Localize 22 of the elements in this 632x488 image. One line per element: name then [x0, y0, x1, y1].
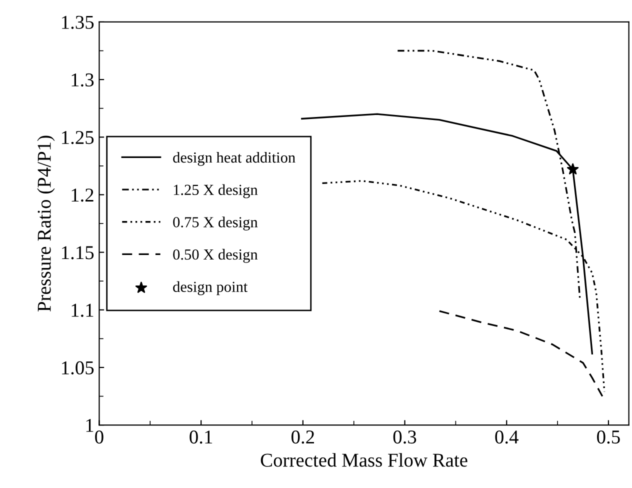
x-tick-label: 0.2: [292, 430, 314, 444]
legend-label: design point: [173, 281, 248, 296]
x-tick-label: 0.4: [495, 430, 518, 444]
y-tick-label: 1.3: [72, 73, 94, 87]
y-tick-label: 1.25: [62, 131, 94, 144]
legend-label: 0.50 X design: [173, 248, 258, 263]
legend-label: 0.75 X design: [173, 216, 258, 230]
y-tick-label: 1.1: [72, 304, 94, 317]
y-axis-title: Pressure Ratio (P4/P1): [37, 136, 55, 312]
y-tick-label: 1.05: [62, 361, 94, 374]
y-tick-label: 1.2: [72, 188, 94, 202]
y-tick-label: 1.35: [62, 16, 94, 29]
x-tick-label: 0: [95, 430, 104, 444]
legend-label: design heat addition: [173, 152, 296, 166]
line-series: [438, 310, 604, 398]
x-tick-label: 0.1: [190, 430, 212, 444]
legend-label: 1.25 X design: [174, 184, 258, 198]
x-tick-label: 0.5: [597, 430, 620, 444]
x-axis-title: Corrected Mass Flow Rate: [260, 453, 468, 467]
y-tick-label: 1.15: [62, 246, 94, 260]
x-tick-label: 0.3: [393, 430, 416, 444]
y-tick-label: 1: [86, 418, 94, 432]
